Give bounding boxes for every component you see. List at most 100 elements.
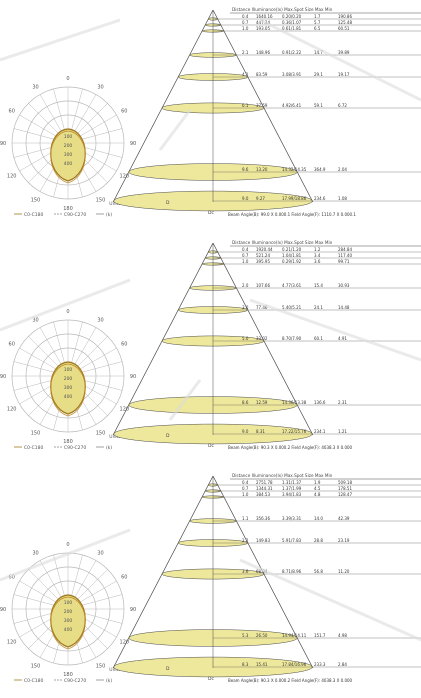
row-value-b: 14.36/13.38 xyxy=(282,400,307,405)
polar-angle-label: 0 xyxy=(66,76,69,82)
row-value-c: 3.6 xyxy=(314,259,321,264)
polar-angle-label: 90 xyxy=(0,607,6,613)
polar-angle-label: 120 xyxy=(120,407,130,413)
row-value-a: 33.02 xyxy=(256,336,268,341)
row-value-b: 0.21/1.20 xyxy=(282,247,302,252)
row-value-c: 28.8 xyxy=(314,538,323,543)
polar-angle-label: 150 xyxy=(96,197,106,203)
row-value-b: 1.31/1.37 xyxy=(282,480,302,485)
cone-header: Distance Illuminance(lx) Max.Spot Size M… xyxy=(232,7,333,12)
polar-angle-label: 150 xyxy=(31,197,41,203)
polar-angle-label: 30 xyxy=(32,551,38,557)
polar-legend: C0-C180 C90-C270 (k) xyxy=(14,212,112,218)
row-value-e: 178.51 xyxy=(338,486,352,491)
row-value-a: 395.95 xyxy=(256,259,270,264)
row-value-e: 190.86 xyxy=(338,14,352,19)
row-value-b: 0.36/1.07 xyxy=(282,20,302,25)
row-value-e: 125.48 xyxy=(338,20,352,25)
legend-label: (k) xyxy=(106,212,112,218)
polar-angle-label: 120 xyxy=(7,174,17,180)
cone-side-label: Dc xyxy=(208,443,214,449)
row-value-e: 2.84 xyxy=(338,662,347,667)
row-value-a: 447.34 xyxy=(256,20,270,25)
cone-footer: Beam Angle(B): 99.0 X 0.000.1 Field Angl… xyxy=(228,212,356,217)
row-value-d: 0.7 xyxy=(242,20,249,25)
cone-header: Distance Illuminance(lx) Max.Spot Size M… xyxy=(232,473,333,478)
cone-side-label: Dc xyxy=(208,676,214,682)
legend-label: C0-C180 xyxy=(24,212,43,218)
row-value-a: 9.27 xyxy=(256,196,265,201)
polar-diagram: 1801501209060300306090120150100200300400… xyxy=(0,542,136,684)
row-value-c: 59.1 xyxy=(314,103,323,108)
row-value-b: 8.71/8.96 xyxy=(282,569,302,574)
row-value-e: 14.48 xyxy=(338,305,350,310)
row-value-d: 2.2 xyxy=(242,538,249,543)
row-value-d: 5.3 xyxy=(242,633,249,638)
row-value-e: 23.19 xyxy=(338,538,350,543)
row-value-a: 8.31 xyxy=(256,429,265,434)
legend-label: (k) xyxy=(106,445,112,451)
row-value-c: 1.9 xyxy=(314,480,321,485)
row-value-a: 1640.16 xyxy=(256,14,273,19)
row-value-b: 1.37/1.99 xyxy=(282,486,302,491)
row-value-a: 356.36 xyxy=(256,516,270,521)
polar-angle-label: 150 xyxy=(31,663,41,669)
row-value-c: 4.8 xyxy=(314,492,321,497)
photometric-panel-2: 180 150 120 90 60 30 0 30 60 90 120 150 100 200 300 400… xyxy=(0,233,421,465)
polar-curve-c90 xyxy=(50,596,86,650)
row-value-a: 521.24 xyxy=(256,253,270,258)
cone-footer: Beam Angle(B): 90.3 X 0.000.2 Field Angl… xyxy=(228,678,353,683)
row-value-c: 5.7 xyxy=(314,20,321,25)
polar-angle-label: 180 xyxy=(63,672,73,678)
cone-diagram: Distance Illuminance(lx) Max.Spot Size M… xyxy=(112,7,421,217)
polar-diagram: 1801501209060300306090120150100200300400… xyxy=(0,76,136,218)
cone-diagram: Distance Illuminance(lx) Max.Spot Size M… xyxy=(112,240,421,450)
row-value-d: 1.1 xyxy=(242,516,249,521)
polar-curve-c90 xyxy=(50,130,86,184)
row-value-b: 14.94/14.11 xyxy=(282,633,307,638)
photometric-panel-1: 180 150 120 90 60 30 0 30 60 90 120 150 100 200 300 400… xyxy=(0,0,421,232)
cone-header: Distance Illuminance(lx) Max.Spot Size M… xyxy=(232,240,333,245)
row-value-d: 4.1 xyxy=(242,72,249,77)
polar-angle-label: 30 xyxy=(97,85,103,91)
polar-ring-label: 400 xyxy=(64,627,73,633)
polar-angle-label: 60 xyxy=(9,109,15,115)
row-value-b: 4.92/6.41 xyxy=(282,103,302,108)
row-value-c: 56.8 xyxy=(314,569,323,574)
row-value-c: 60.1 xyxy=(314,336,323,341)
row-value-b: 14.32/14.35 xyxy=(282,167,307,172)
row-value-a: 83.59 xyxy=(256,72,268,77)
polar-angle-label: 60 xyxy=(9,342,15,348)
polar-angle-label: 180 xyxy=(63,439,73,445)
polar-angle-label: 30 xyxy=(32,85,38,91)
row-value-b: 3.94/1.83 xyxy=(282,492,302,497)
row-value-b: 0.20/0.20 xyxy=(282,14,302,19)
row-value-c: 136.6 xyxy=(314,400,326,405)
row-value-d: 5.0 xyxy=(242,336,249,341)
row-value-a: 12.59 xyxy=(256,400,268,405)
polar-angle-label: 180 xyxy=(63,206,73,212)
row-value-a: 384.53 xyxy=(256,492,270,497)
polar-legend: C0-C180 C90-C270 (k) xyxy=(14,678,112,684)
polar-angle-label: 90 xyxy=(130,141,136,147)
row-value-e: 11.20 xyxy=(338,569,350,574)
row-value-e: 6.72 xyxy=(338,103,347,108)
cone-edge-right xyxy=(212,9,314,203)
row-value-a: 77.46 xyxy=(256,305,268,310)
row-value-a: 1920.44 xyxy=(256,247,273,252)
row-value-b: 5.40/5.21 xyxy=(282,305,302,310)
row-value-d: 2.0 xyxy=(242,283,249,288)
row-value-d: 8.3 xyxy=(242,662,249,667)
row-value-b: 8.70/7.90 xyxy=(282,336,302,341)
row-value-e: 284.84 xyxy=(338,247,352,252)
row-value-a: 37.59 xyxy=(256,103,268,108)
polar-angle-label: 60 xyxy=(121,575,127,581)
row-value-e: 509.18 xyxy=(338,480,352,485)
row-value-e: 2.31 xyxy=(338,400,347,405)
cone-diagram: Distance Illuminance(lx) Max.Spot Size M… xyxy=(112,473,421,683)
panel-2-diagram: 1801501209060300306090120150100200300400… xyxy=(0,240,421,451)
polar-angle-label: 120 xyxy=(7,407,17,413)
polar-angle-label: 120 xyxy=(7,640,17,646)
polar-curve-c90 xyxy=(50,363,86,417)
row-value-a: 68.34 xyxy=(256,569,268,574)
